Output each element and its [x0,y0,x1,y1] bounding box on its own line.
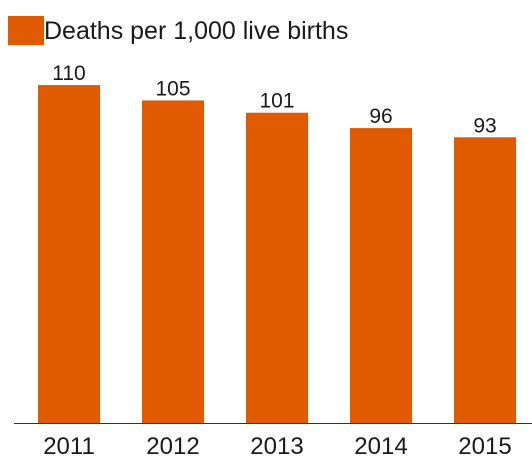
x-axis-tick-labels: 2011 2012 2013 2014 2015 [43,433,512,459]
value-labels: 110 105 101 96 93 [52,62,496,137]
bar-2014 [350,128,412,423]
legend: Deaths per 1,000 live births [8,16,348,45]
legend-swatch [8,16,44,45]
tick-label-2012: 2012 [146,433,199,459]
value-label-2013: 101 [259,90,294,113]
bars [38,85,516,423]
bar-2011 [38,85,100,423]
tick-label-2014: 2014 [354,433,407,459]
value-label-2011: 110 [52,62,85,85]
tick-label-2011: 2011 [43,433,95,459]
tick-label-2013: 2013 [250,433,303,459]
legend-label: Deaths per 1,000 live births [44,17,348,45]
value-label-2012: 105 [155,77,190,100]
bar-2012 [142,100,204,423]
tick-label-2015: 2015 [458,433,511,459]
value-label-2014: 96 [369,105,392,128]
bar-2013 [246,112,308,423]
value-label-2015: 93 [473,114,496,137]
bar-2015 [454,137,516,423]
